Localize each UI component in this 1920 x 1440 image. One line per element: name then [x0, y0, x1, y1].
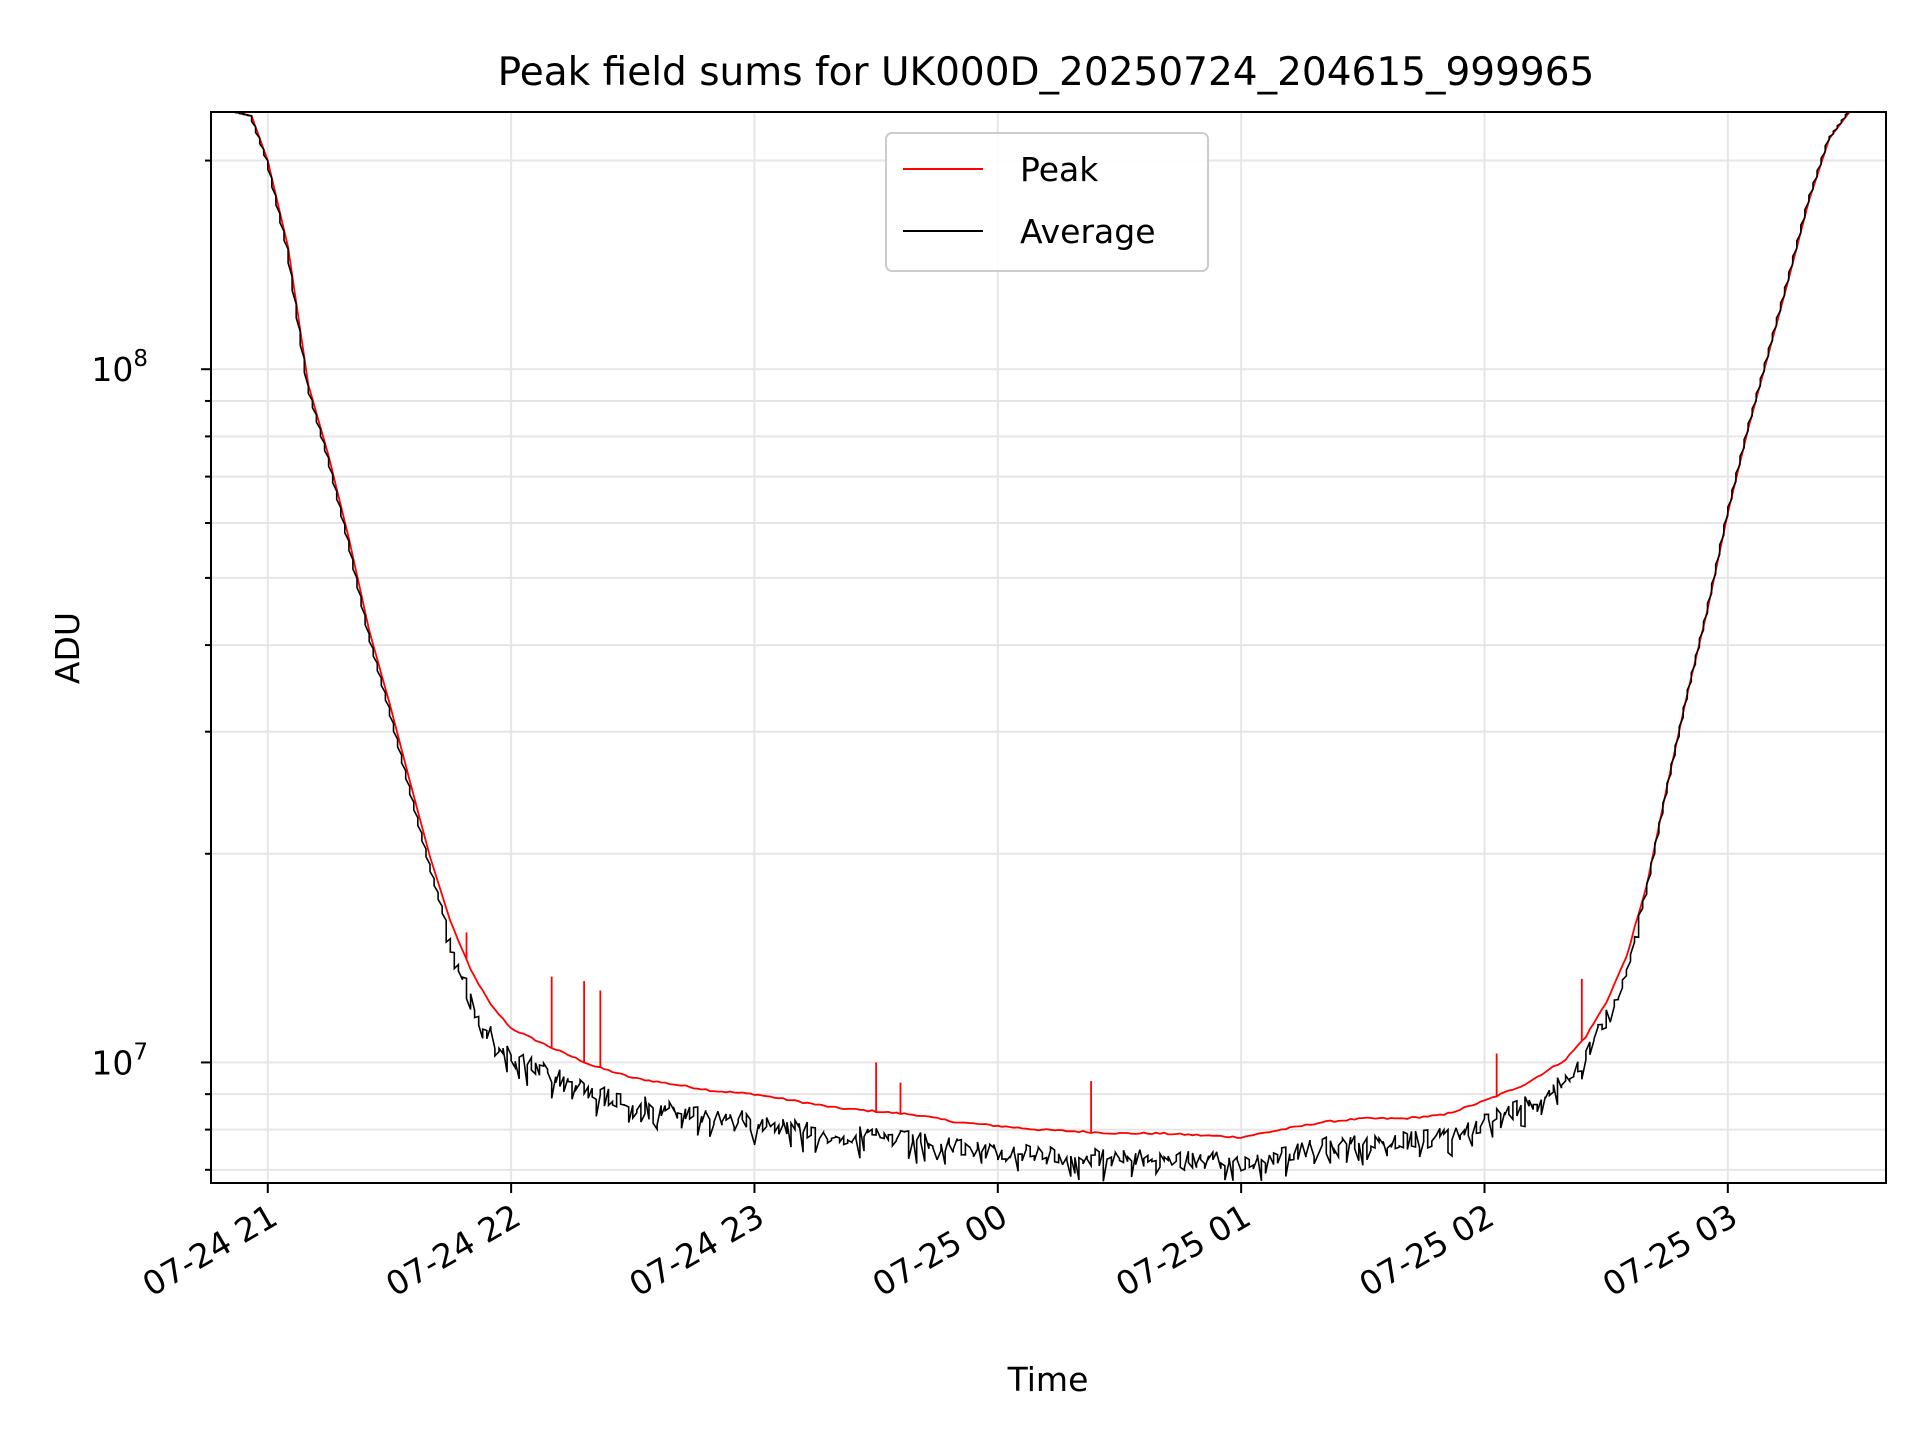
series-layer — [211, 112, 1886, 1182]
legend-label-average: Average — [1020, 212, 1156, 251]
chart-title: Peak field sums for UK000D_20250724_2046… — [498, 50, 1595, 95]
plot-frame — [210, 111, 1887, 1184]
y-axis-label: ADU — [48, 612, 87, 684]
y-tick-label-base: 10 — [91, 1043, 133, 1082]
y-tick-label-base: 10 — [91, 350, 133, 389]
series-line-peak — [211, 112, 1886, 1139]
series-line-average — [211, 112, 1886, 1182]
legend-box — [885, 132, 1209, 272]
grid — [211, 112, 1886, 1183]
y-tick-label: 107 — [91, 1039, 148, 1082]
legend: Peak Average — [885, 132, 1209, 272]
y-tick-label-exponent: 8 — [133, 346, 148, 372]
legend-label-peak: Peak — [1020, 150, 1099, 189]
y-tick-label-exponent: 7 — [133, 1039, 148, 1065]
x-axis-label: Time — [1007, 1360, 1089, 1399]
y-tick-label: 108 — [91, 346, 148, 389]
